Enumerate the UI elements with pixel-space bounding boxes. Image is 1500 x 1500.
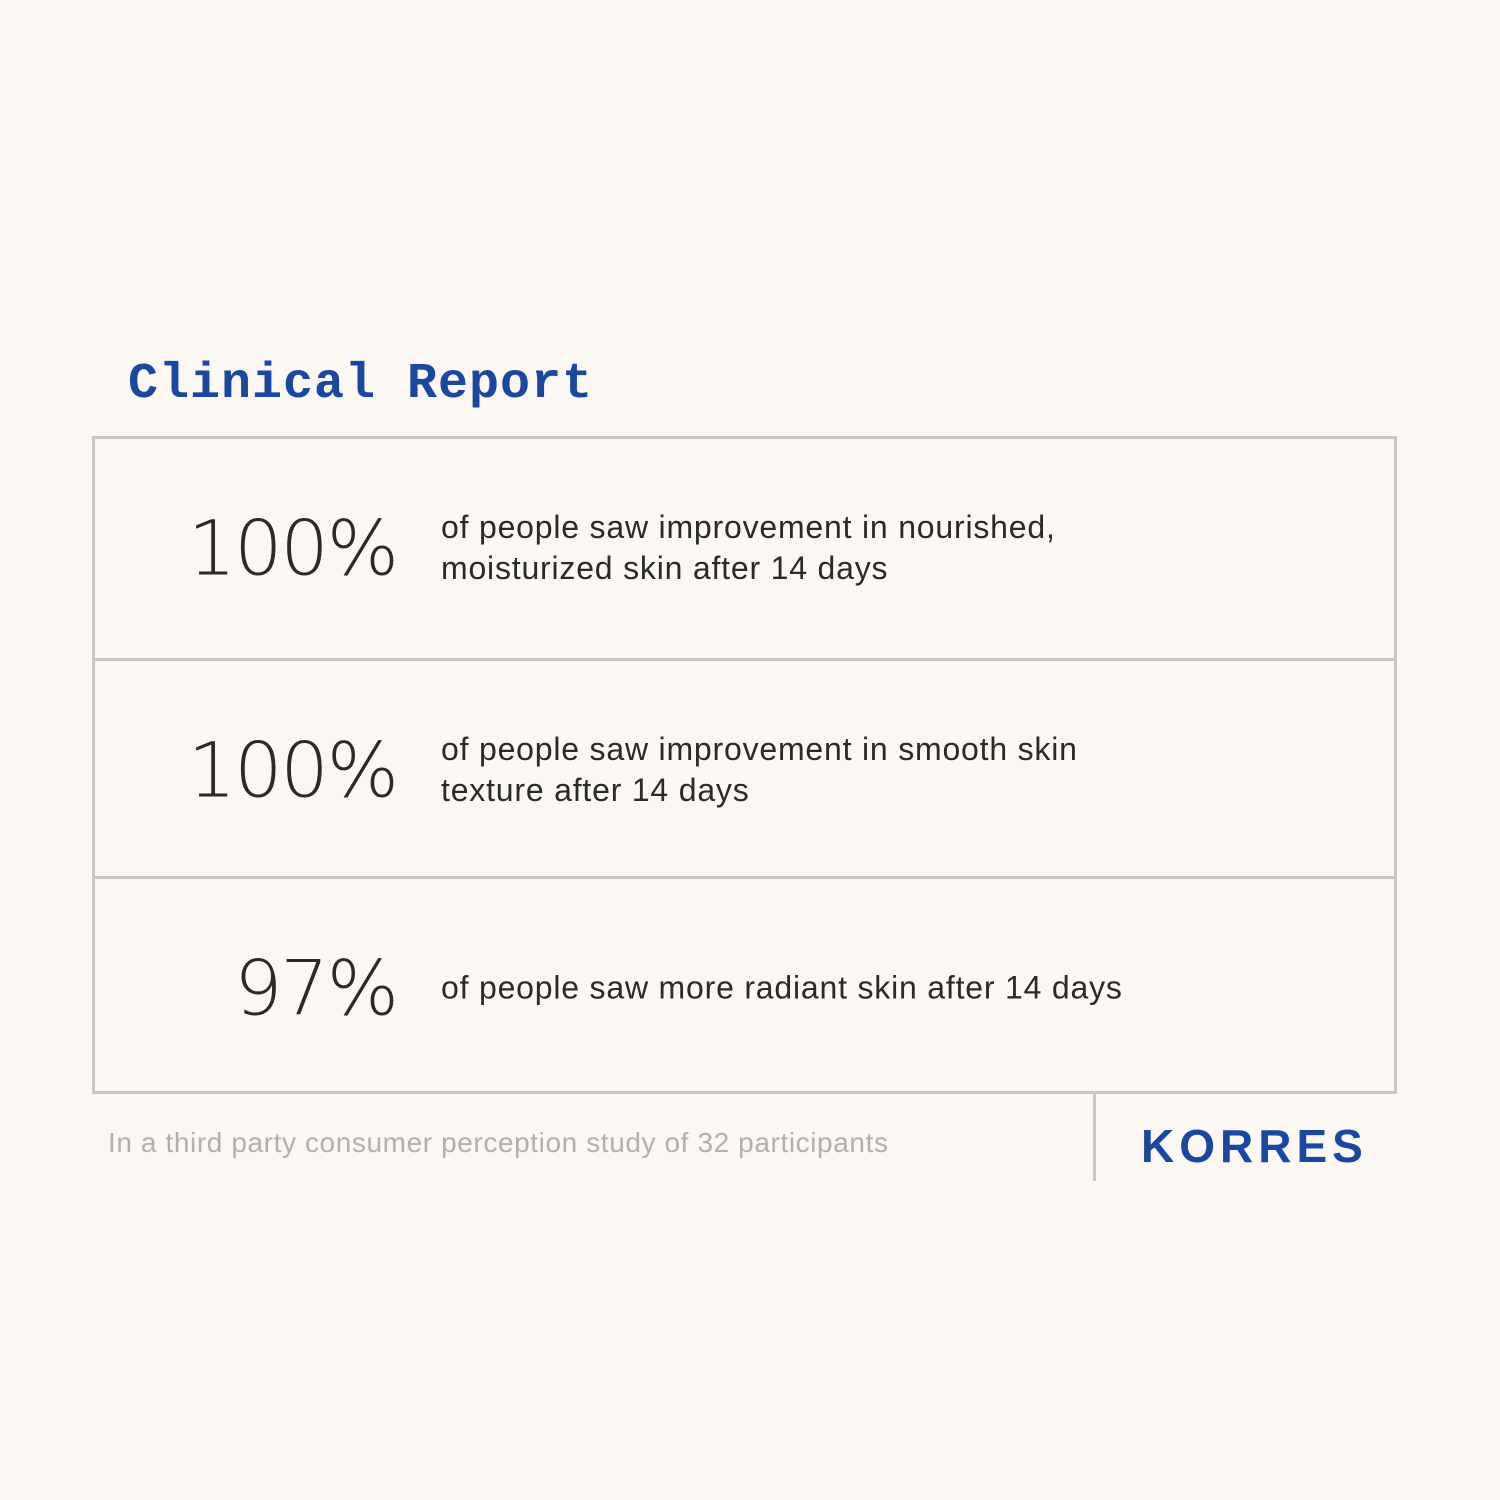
stat-description: of people saw more radiant skin after 14… — [441, 969, 1123, 1006]
brand-logo: KORRES — [1141, 1120, 1368, 1172]
stat-value: 100% — [187, 725, 399, 815]
stat-row: 100% of people saw improvement in nouris… — [95, 439, 1394, 657]
stat-description: of people saw improvement in nourished, … — [441, 509, 1056, 586]
divider — [1093, 1093, 1096, 1181]
stat-value: 97% — [234, 943, 399, 1033]
stat-value: 100% — [187, 503, 399, 593]
page-title: Clinical Report — [128, 356, 594, 413]
footnote: In a third party consumer perception stu… — [108, 1127, 889, 1158]
stat-description: of people saw improvement in smooth skin… — [441, 731, 1078, 808]
stats-table: 100% of people saw improvement in nouris… — [92, 436, 1397, 1094]
stat-row: 100% of people saw improvement in smooth… — [95, 658, 1394, 879]
stat-row: 97% of people saw more radiant skin afte… — [95, 876, 1394, 1097]
